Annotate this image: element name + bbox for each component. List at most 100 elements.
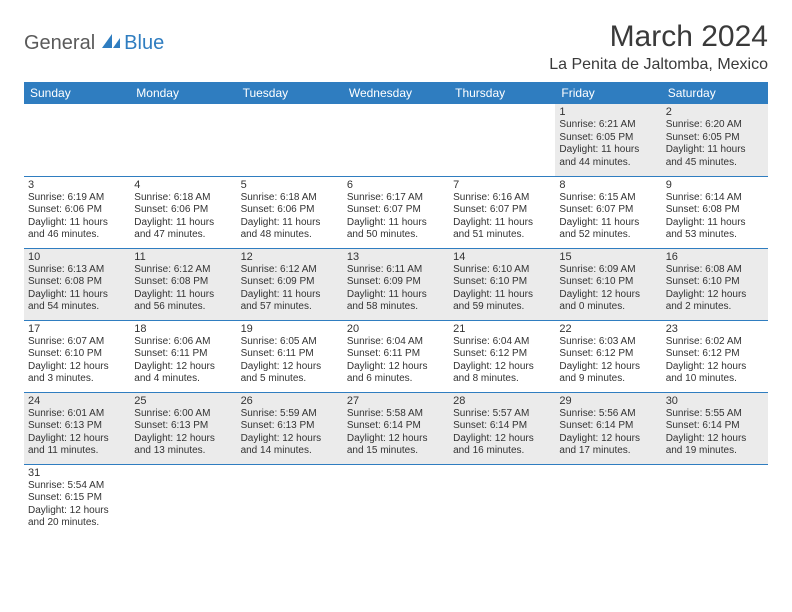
day-detail: Sunset: 6:09 PM [347,276,445,289]
day-number: 17 [28,323,126,335]
day-detail: Sunrise: 6:11 AM [347,264,445,277]
day-detail: Daylight: 12 hours [453,433,551,446]
day-number: 9 [666,179,764,191]
day-detail: Sunset: 6:14 PM [347,420,445,433]
day-detail: and 9 minutes. [559,373,657,386]
day-detail: Daylight: 12 hours [559,289,657,302]
calendar-cell: 29Sunrise: 5:56 AMSunset: 6:14 PMDayligh… [555,392,661,464]
calendar-row: 10Sunrise: 6:13 AMSunset: 6:08 PMDayligh… [24,248,768,320]
calendar-cell: 7Sunrise: 6:16 AMSunset: 6:07 PMDaylight… [449,176,555,248]
calendar-cell [237,464,343,536]
day-detail: Daylight: 11 hours [28,217,126,230]
day-detail: Sunrise: 6:18 AM [241,192,339,205]
calendar-cell: 23Sunrise: 6:02 AMSunset: 6:12 PMDayligh… [662,320,768,392]
calendar-cell: 1Sunrise: 6:21 AMSunset: 6:05 PMDaylight… [555,104,661,176]
day-detail: Sunrise: 5:54 AM [28,480,126,493]
day-detail: Sunrise: 5:56 AM [559,408,657,421]
day-detail: Daylight: 12 hours [666,289,764,302]
day-detail: Daylight: 11 hours [453,217,551,230]
day-detail: Sunrise: 5:59 AM [241,408,339,421]
calendar-cell: 22Sunrise: 6:03 AMSunset: 6:12 PMDayligh… [555,320,661,392]
day-detail: Sunrise: 6:05 AM [241,336,339,349]
day-header: Sunday [24,82,130,104]
calendar-cell: 14Sunrise: 6:10 AMSunset: 6:10 PMDayligh… [449,248,555,320]
day-detail: Sunrise: 6:00 AM [134,408,232,421]
day-number: 2 [666,106,764,118]
day-detail: Sunset: 6:06 PM [134,204,232,217]
day-detail: Daylight: 11 hours [666,217,764,230]
day-detail: Sunrise: 6:14 AM [666,192,764,205]
calendar-cell [662,464,768,536]
day-number: 12 [241,251,339,263]
day-detail: Sunset: 6:07 PM [559,204,657,217]
day-detail: Sunrise: 6:09 AM [559,264,657,277]
calendar-cell [343,104,449,176]
day-detail: Sunrise: 6:20 AM [666,119,764,132]
calendar-cell: 4Sunrise: 6:18 AMSunset: 6:06 PMDaylight… [130,176,236,248]
day-detail: and 3 minutes. [28,373,126,386]
day-detail: Sunrise: 5:55 AM [666,408,764,421]
day-number: 18 [134,323,232,335]
day-detail: Sunset: 6:06 PM [241,204,339,217]
calendar-cell: 30Sunrise: 5:55 AMSunset: 6:14 PMDayligh… [662,392,768,464]
day-detail: Daylight: 12 hours [134,433,232,446]
day-header: Monday [130,82,236,104]
day-detail: Daylight: 11 hours [347,289,445,302]
day-detail: Sunset: 6:08 PM [666,204,764,217]
day-detail: Sunset: 6:09 PM [241,276,339,289]
calendar-cell: 12Sunrise: 6:12 AMSunset: 6:09 PMDayligh… [237,248,343,320]
calendar-cell: 13Sunrise: 6:11 AMSunset: 6:09 PMDayligh… [343,248,449,320]
day-detail: Sunrise: 6:04 AM [453,336,551,349]
day-number: 20 [347,323,445,335]
day-detail: Sunrise: 6:07 AM [28,336,126,349]
day-detail: Sunset: 6:12 PM [453,348,551,361]
calendar-cell [555,464,661,536]
calendar-cell: 26Sunrise: 5:59 AMSunset: 6:13 PMDayligh… [237,392,343,464]
day-detail: and 11 minutes. [28,445,126,458]
day-detail: and 16 minutes. [453,445,551,458]
day-detail: Sunset: 6:14 PM [453,420,551,433]
day-detail: Sunset: 6:10 PM [453,276,551,289]
day-detail: and 6 minutes. [347,373,445,386]
day-number: 3 [28,179,126,191]
calendar-cell: 9Sunrise: 6:14 AMSunset: 6:08 PMDaylight… [662,176,768,248]
calendar-cell: 21Sunrise: 6:04 AMSunset: 6:12 PMDayligh… [449,320,555,392]
day-detail: Sunrise: 6:19 AM [28,192,126,205]
day-detail: Daylight: 12 hours [134,361,232,374]
location: La Penita de Jaltomba, Mexico [549,56,768,74]
day-number: 19 [241,323,339,335]
calendar-cell: 6Sunrise: 6:17 AMSunset: 6:07 PMDaylight… [343,176,449,248]
day-detail: and 52 minutes. [559,229,657,242]
day-number: 1 [559,106,657,118]
calendar-cell [24,104,130,176]
day-number: 15 [559,251,657,263]
day-detail: Daylight: 12 hours [28,505,126,518]
day-number: 11 [134,251,232,263]
day-detail: Sunset: 6:13 PM [28,420,126,433]
calendar-cell [237,104,343,176]
calendar-row: 24Sunrise: 6:01 AMSunset: 6:13 PMDayligh… [24,392,768,464]
day-detail: Sunset: 6:08 PM [134,276,232,289]
day-number: 28 [453,395,551,407]
day-number: 25 [134,395,232,407]
day-detail: Sunset: 6:13 PM [134,420,232,433]
day-detail: Daylight: 12 hours [28,361,126,374]
day-detail: and 44 minutes. [559,157,657,170]
day-detail: Sunset: 6:14 PM [666,420,764,433]
day-detail: and 51 minutes. [453,229,551,242]
day-detail: Sunrise: 6:12 AM [241,264,339,277]
day-detail: Daylight: 11 hours [559,217,657,230]
day-detail: Sunrise: 6:08 AM [666,264,764,277]
day-detail: Sunrise: 6:18 AM [134,192,232,205]
day-detail: Sunrise: 6:13 AM [28,264,126,277]
day-detail: and 19 minutes. [666,445,764,458]
day-detail: Daylight: 12 hours [28,433,126,446]
day-detail: Sunrise: 6:10 AM [453,264,551,277]
day-number: 30 [666,395,764,407]
calendar-cell: 15Sunrise: 6:09 AMSunset: 6:10 PMDayligh… [555,248,661,320]
calendar-cell [449,104,555,176]
header: General Blue March 2024 La Penita de Jal… [24,20,768,74]
day-detail: Daylight: 12 hours [347,433,445,446]
day-number: 6 [347,179,445,191]
day-detail: Sunrise: 6:21 AM [559,119,657,132]
